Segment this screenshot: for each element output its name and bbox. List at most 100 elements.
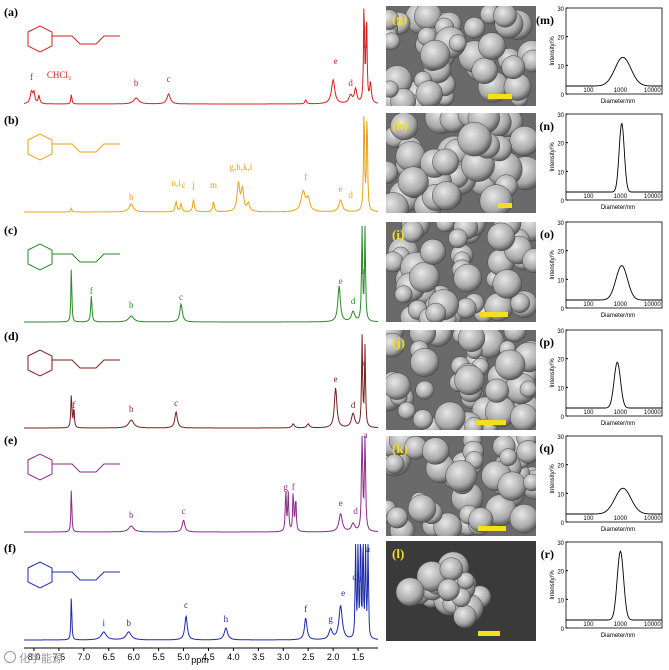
dls-y-tick-label: 10 [557, 278, 564, 284]
dls-y-axis-label: Intensity/% [550, 142, 556, 172]
dls-panel-label: (q) [539, 441, 554, 455]
nmr-peak-label: d [353, 506, 358, 516]
dls-x-tick-label: 10000 [644, 194, 661, 200]
nmr-x-tick-label: 2.5 [302, 652, 315, 662]
nmr-peak-label: d [348, 190, 353, 200]
nmr-peak-label: f [30, 72, 33, 82]
dls-frame [565, 221, 663, 309]
nmr-peak-label: i [103, 618, 106, 628]
nmr-x-tick-label: 7.5 [53, 652, 66, 662]
dls-panel: (n) 0 10 20 30 Intensity/% 100 1000 10000 Diamete… [539, 113, 663, 211]
nmr-panel-label: (c) [4, 223, 17, 237]
sem-scale-bar [498, 203, 512, 208]
dls-y-tick-label: 30 [557, 435, 564, 441]
dls-x-tick-label: 1000 [614, 622, 628, 628]
dls-panel-label: (p) [539, 335, 554, 349]
nmr-peak-label: e [334, 374, 338, 384]
dls-distribution-curve [566, 487, 662, 515]
dls-y-tick-label: 10 [557, 598, 564, 604]
nmr-x-tick-label: 3.5 [252, 652, 265, 662]
nmr-trace [24, 435, 379, 533]
dls-distribution-curve [566, 122, 662, 193]
dls-y-tick-label: 10 [557, 492, 564, 498]
nmr-x-tick-label: 3.0 [277, 652, 290, 662]
dls-frame [565, 329, 663, 417]
dls-x-axis-label: Diameter/nm [601, 99, 635, 105]
dls-x-axis-label: Diameter/nm [601, 527, 635, 533]
nmr-peak-label: d [351, 296, 356, 306]
nmr-peak-label: f [72, 400, 75, 410]
nmr-trace [24, 225, 379, 323]
nmr-x-tick-label: 8.0 [28, 652, 41, 662]
nmr-trace [24, 334, 379, 429]
dls-x-axis-label: Diameter/nm [601, 421, 635, 427]
dls-y-tick-label: 20 [557, 358, 564, 364]
sem-panel-label: (k) [392, 441, 408, 456]
sem-panel-label: (h) [392, 118, 408, 133]
dls-panel-label: (r) [541, 547, 554, 561]
nmr-peak-label: c [184, 600, 188, 610]
nmr-peak-label: b [134, 78, 139, 88]
nmr-x-tick-label: 6.5 [103, 652, 116, 662]
nmr-peak-label: e [339, 498, 343, 508]
dls-panel-label: (m) [536, 13, 554, 27]
dls-x-tick-label: 10000 [644, 516, 661, 522]
nmr-x-axis-label: ppm [191, 655, 209, 665]
dls-distribution-curve [566, 265, 662, 301]
watermark-text: 化学能源 [19, 652, 63, 665]
dls-x-axis-label: Diameter/nm [601, 205, 635, 211]
nmr-peak-label: h [224, 614, 229, 624]
nmr-x-tick-label: 6.0 [127, 652, 140, 662]
nmr-peak-label: a [361, 266, 365, 276]
nmr-peak-label: a [364, 132, 368, 142]
nmr-peak-label: a [366, 544, 370, 554]
dls-x-tick-label: 1000 [614, 302, 628, 308]
dls-y-tick-label: 0 [561, 521, 565, 527]
sem-scale-bar [478, 526, 506, 531]
sem-panel-label: (i) [392, 227, 405, 242]
dls-x-tick-label: 10000 [644, 622, 661, 628]
nmr-peak-label: b [129, 510, 134, 520]
dls-y-tick-label: 20 [557, 464, 564, 470]
nmr-panel: (a) f CHCl₃ b c e d a [4, 5, 379, 105]
nmr-panel: (f) i b c h f g e d,j a [4, 541, 378, 641]
dls-panel-label: (o) [540, 227, 554, 241]
dls-x-tick-label: 100 [583, 194, 594, 200]
nmr-peak-label: g [328, 614, 333, 624]
dls-distribution-curve [566, 361, 662, 409]
nmr-x-tick-label: 5.5 [152, 652, 165, 662]
dls-x-axis-label: Diameter/nm [601, 313, 635, 319]
dls-y-tick-label: 0 [561, 415, 565, 421]
nmr-peak-label: b [129, 192, 134, 202]
nmr-panel-label: (e) [4, 433, 17, 447]
dls-x-tick-label: 100 [583, 410, 594, 416]
dls-y-tick-label: 30 [557, 113, 564, 119]
sem-image: (k) [386, 436, 536, 536]
nmr-peak-label: b [129, 404, 134, 414]
nmr-x-tick-label: 2.0 [327, 652, 340, 662]
sem-panel-label: (g) [392, 11, 408, 26]
chemical-structure-drawing [27, 133, 120, 161]
nmr-panel-label: (f) [4, 541, 16, 555]
sem-image: (h) [386, 113, 536, 213]
nmr-peak-label: f [304, 604, 307, 614]
dls-y-tick-label: 0 [561, 627, 565, 633]
nmr-trace [23, 8, 379, 105]
sem-scale-bar [488, 94, 512, 99]
sem-image: (l) [386, 541, 536, 641]
dls-panel: (p) 0 10 20 30 Intensity/% 100 1000 10000 Diamete… [539, 329, 663, 427]
dls-y-tick-label: 20 [557, 36, 564, 42]
dls-x-tick-label: 1000 [614, 194, 628, 200]
dls-panel: (q) 0 10 20 30 Intensity/% 100 1000 10000 Diamete… [539, 435, 663, 533]
sem-scale-bar [480, 312, 508, 317]
nmr-peak-label: b [126, 618, 131, 628]
chemical-structure-drawing [27, 453, 120, 481]
dls-y-tick-label: 20 [557, 142, 564, 148]
nmr-peak-label: c [167, 74, 171, 84]
chemical-structure-drawing [27, 349, 120, 377]
nmr-peak-label: a [364, 40, 368, 50]
dls-y-tick-label: 30 [557, 541, 564, 547]
dls-y-tick-label: 10 [557, 64, 564, 70]
dls-x-tick-label: 10000 [644, 410, 661, 416]
